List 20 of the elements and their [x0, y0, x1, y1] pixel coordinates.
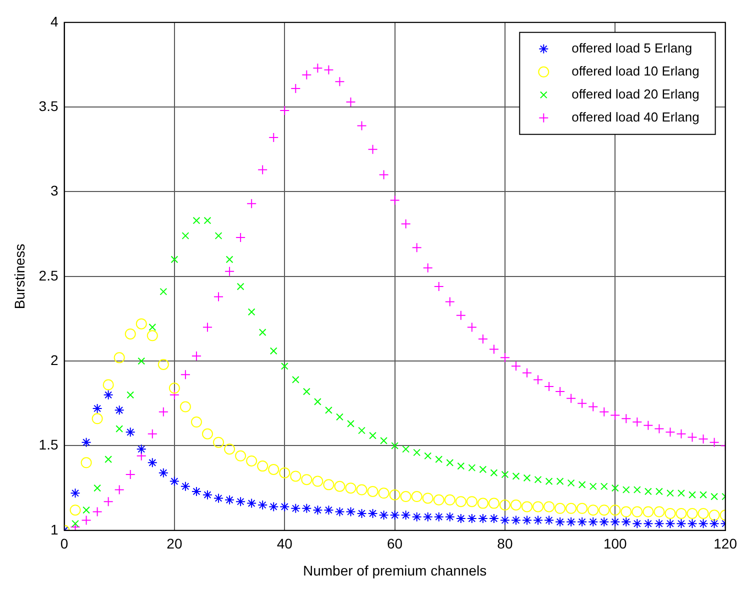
y-tick-label: 2	[50, 352, 58, 368]
y-tick-label: 1	[50, 521, 58, 538]
legend-label: offered load 40 Erlang	[572, 109, 700, 124]
legend-label: offered load 10 Erlang	[572, 63, 700, 78]
y-tick-label: 4	[50, 13, 58, 30]
y-tick-label: 1.5	[38, 436, 58, 453]
y-tick-label: 3.5	[38, 98, 58, 114]
y-axis-title: Burstiness	[11, 244, 28, 310]
x-tick-label: 120	[714, 536, 738, 552]
x-tick-label: 60	[387, 536, 403, 552]
y-tick-label: 3	[50, 182, 58, 199]
legend-label: offered load 5 Erlang	[572, 40, 692, 56]
x-axis-title: Number of premium channels	[302, 562, 487, 578]
legend-label: offered load 20 Erlang	[572, 86, 700, 102]
x-tick-label: 0	[60, 536, 68, 552]
x-tick-label: 80	[497, 536, 513, 552]
x-tick-label: 20	[166, 536, 182, 552]
x-tick-label: 100	[603, 536, 628, 552]
y-tick-label: 2.5	[38, 267, 58, 284]
x-tick-label: 40	[276, 536, 293, 552]
